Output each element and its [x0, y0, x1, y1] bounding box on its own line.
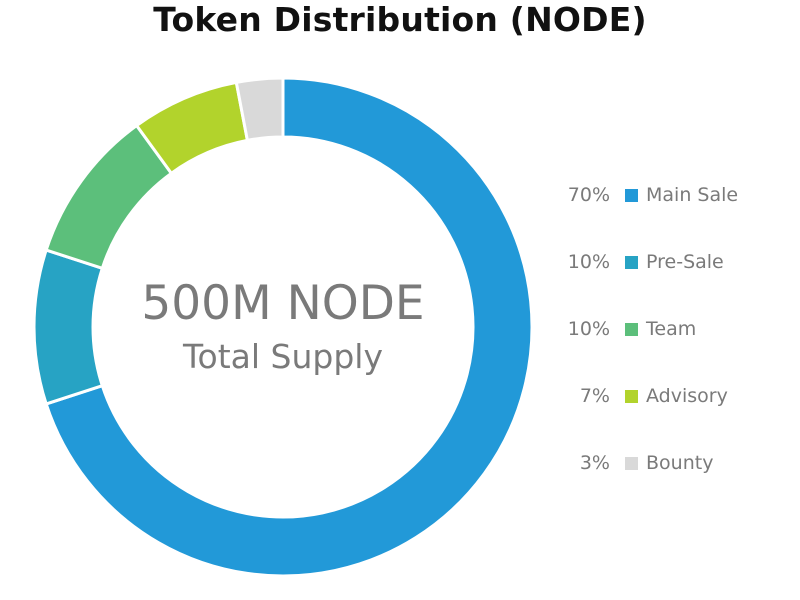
- legend-percent: 10%: [567, 251, 610, 273]
- donut-slice-bounty: [234, 76, 285, 143]
- legend-percent: 7%: [579, 385, 610, 407]
- legend-label: Team: [646, 318, 697, 340]
- legend-item-bounty: 3% Bounty: [556, 448, 796, 515]
- legend-percent: 10%: [567, 318, 610, 340]
- legend-swatch: [625, 457, 638, 470]
- legend-percent: 70%: [567, 184, 610, 206]
- chart-legend: 70% Main Sale 10% Pre-Sale 10% Team 7% Advisory…: [556, 180, 796, 515]
- donut-slice-main-sale: [44, 76, 534, 578]
- center-total-label: Total Supply: [182, 337, 383, 376]
- legend-percent: 3%: [579, 452, 610, 474]
- donut-chart: 500M NODE Total Supply: [32, 76, 534, 578]
- donut-slice-pre-sale: [32, 248, 105, 406]
- legend-item-team: 10% Team: [556, 314, 796, 381]
- donut-slices: [32, 76, 534, 578]
- center-total-value: 500M NODE: [141, 276, 424, 331]
- legend-item-advisory: 7% Advisory: [556, 381, 796, 448]
- legend-label: Pre-Sale: [646, 251, 724, 273]
- legend-swatch: [625, 323, 638, 336]
- legend-label: Bounty: [646, 452, 714, 474]
- legend-item-main-sale: 70% Main Sale: [556, 180, 796, 247]
- chart-title: Token Distribution (NODE): [153, 0, 647, 39]
- legend-swatch: [625, 390, 638, 403]
- legend-label: Main Sale: [646, 184, 739, 206]
- legend-swatch: [625, 189, 638, 202]
- legend-item-pre-sale: 10% Pre-Sale: [556, 247, 796, 314]
- legend-label: Advisory: [646, 385, 728, 407]
- legend-swatch: [625, 256, 638, 269]
